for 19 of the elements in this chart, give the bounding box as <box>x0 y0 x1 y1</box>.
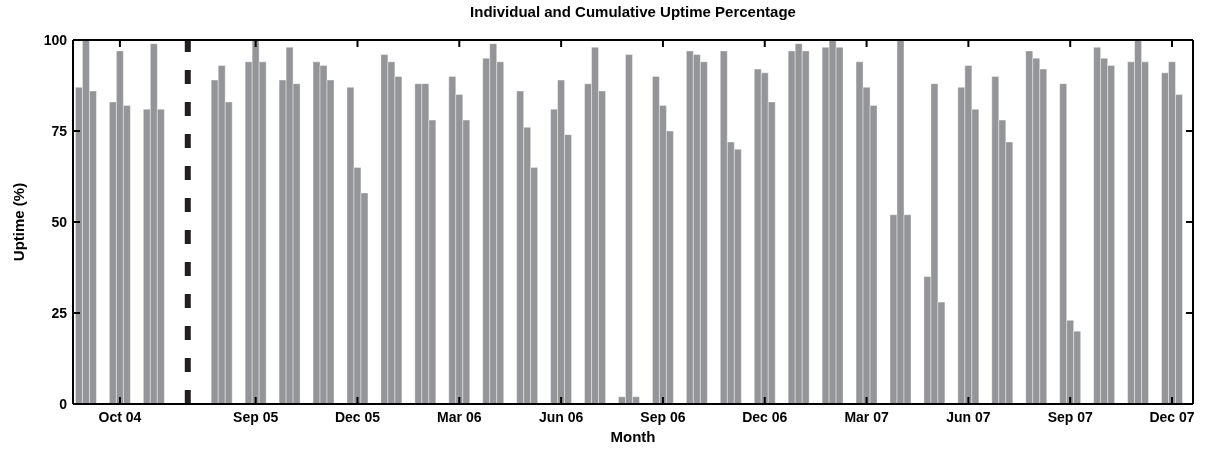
x-tick-label: Sep 07 <box>1047 408 1093 425</box>
x-tick-label: Jun 07 <box>946 408 991 425</box>
chart-title: Individual and Cumulative Uptime Percentage <box>470 3 796 20</box>
y-tick-label: 0 <box>59 395 68 412</box>
y-tick-label: 25 <box>51 304 68 321</box>
x-tick-label: Sep 05 <box>233 408 279 425</box>
x-axis-title: Month <box>610 428 656 445</box>
x-tick-label: Dec 05 <box>334 408 381 425</box>
x-tick-label: Dec 06 <box>742 408 788 425</box>
y-tick-label: 100 <box>43 31 68 48</box>
x-tick-label: Mar 06 <box>437 408 482 425</box>
x-tick-label: Mar 07 <box>844 408 889 425</box>
y-tick-label: 50 <box>51 213 68 230</box>
x-tick-label: Sep 06 <box>640 408 686 425</box>
x-tick-label: Dec 07 <box>1149 408 1195 425</box>
y-tick-label: 75 <box>51 122 68 139</box>
x-tick-label: Oct 04 <box>98 408 142 425</box>
x-tick-label: Jun 06 <box>538 408 584 425</box>
y-axis-title: Uptime (%) <box>9 182 27 262</box>
